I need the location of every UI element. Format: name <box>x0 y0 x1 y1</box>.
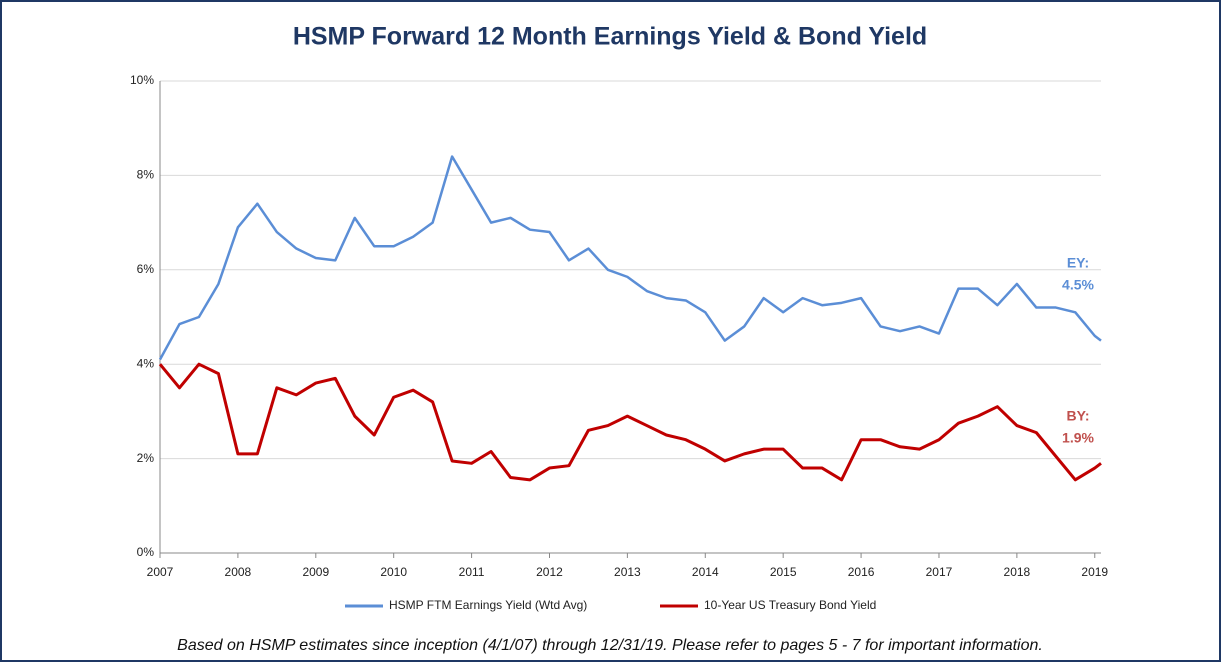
footnote: Based on HSMP estimates since inception … <box>177 637 1043 654</box>
x-tick-label: 2010 <box>380 565 407 579</box>
chart-title: HSMP Forward 12 Month Earnings Yield & B… <box>293 23 927 51</box>
y-tick-label: 6% <box>137 262 155 276</box>
x-tick-label: 2014 <box>692 565 719 579</box>
annotation: 1.9% <box>1062 430 1094 446</box>
x-tick-label: 2013 <box>614 565 641 579</box>
x-tick-label: 2015 <box>770 565 797 579</box>
x-tick-label: 2007 <box>147 565 174 579</box>
x-tick-label: 2012 <box>536 565 563 579</box>
y-tick-label: 0% <box>137 545 155 559</box>
y-tick-label: 10% <box>130 73 154 87</box>
y-tick-label: 8% <box>137 168 155 182</box>
x-tick-label: 2008 <box>225 565 252 579</box>
y-tick-label: 2% <box>137 451 155 465</box>
annotation: BY: <box>1066 408 1089 424</box>
legend-label: HSMP FTM Earnings Yield (Wtd Avg) <box>389 598 587 612</box>
series-line <box>158 362 1102 482</box>
annotation: EY: <box>1067 255 1089 271</box>
x-tick-label: 2017 <box>926 565 953 579</box>
x-tick-label: 2011 <box>459 565 485 579</box>
x-tick-label: 2009 <box>302 565 329 579</box>
y-tick-label: 4% <box>137 356 155 370</box>
x-tick-label: 2016 <box>848 565 875 579</box>
x-tick-label: 2018 <box>1004 565 1031 579</box>
x-tick-label: 2019 <box>1081 565 1108 579</box>
legend-label: 10-Year US Treasury Bond Yield <box>704 598 876 612</box>
series-line <box>158 155 1102 361</box>
annotation: 4.5% <box>1062 277 1094 293</box>
